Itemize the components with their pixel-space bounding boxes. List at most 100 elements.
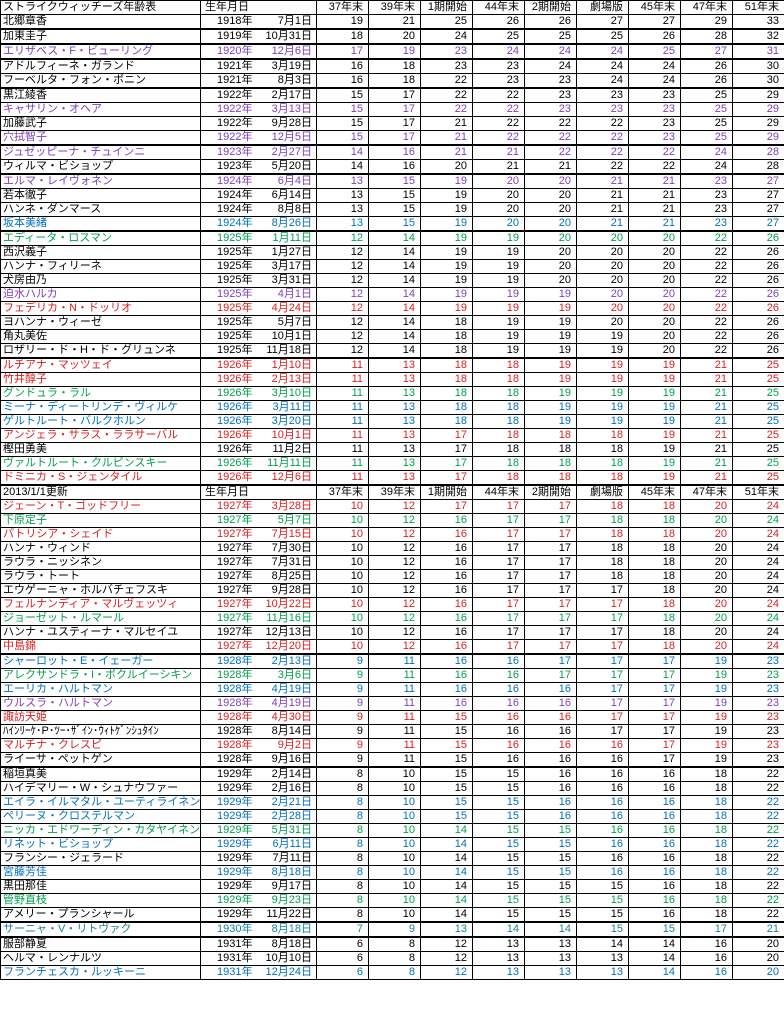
birthdate-cell[interactable]: 1922年 2月17日 — [200, 87, 317, 103]
age-cell[interactable]: 22 — [472, 102, 525, 117]
age-cell[interactable]: 16 — [524, 795, 577, 810]
age-cell[interactable]: 15 — [420, 809, 473, 824]
age-cell[interactable]: 17 — [524, 527, 577, 542]
age-cell[interactable]: 18 — [680, 879, 733, 894]
age-cell[interactable]: 15 — [368, 188, 421, 203]
age-cell[interactable]: 15 — [524, 879, 577, 894]
age-cell[interactable]: 17 — [628, 724, 681, 739]
age-cell[interactable]: 24 — [680, 144, 733, 160]
age-cell[interactable]: 24 — [576, 73, 629, 89]
age-cell[interactable]: 23 — [732, 653, 784, 669]
birthdate-cell[interactable]: 1926年 3月20日 — [200, 414, 317, 429]
age-cell[interactable]: 15 — [576, 893, 629, 908]
age-cell[interactable]: 24 — [524, 43, 577, 60]
birthdate-cell[interactable]: 1927年 12月13日 — [200, 625, 317, 640]
age-cell[interactable]: 9 — [316, 653, 369, 669]
age-cell[interactable]: 11 — [368, 724, 421, 739]
age-cell[interactable]: 21 — [680, 414, 733, 429]
age-cell[interactable]: 12 — [368, 499, 421, 514]
age-cell[interactable]: 18 — [628, 541, 681, 556]
age-cell[interactable]: 19 — [680, 710, 733, 725]
birthdate-cell[interactable]: 1929年 9月23日 — [200, 893, 317, 908]
age-cell[interactable]: 11 — [316, 470, 369, 486]
age-cell[interactable]: 15 — [576, 879, 629, 894]
age-cell[interactable]: 16 — [628, 837, 681, 852]
age-cell[interactable]: 16 — [524, 696, 577, 711]
age-cell[interactable]: 12 — [316, 343, 369, 359]
age-cell[interactable]: 22 — [732, 823, 784, 838]
age-cell[interactable]: 6 — [316, 951, 369, 966]
age-cell[interactable]: 19 — [680, 752, 733, 768]
age-cell[interactable]: 23 — [472, 58, 525, 74]
column-header[interactable]: 51年末 — [732, 0, 784, 15]
age-cell[interactable]: 16 — [316, 73, 369, 89]
age-cell[interactable]: 21 — [576, 216, 629, 232]
name-cell[interactable]: アレクサンドラ・I・ポクルイーシキン — [0, 668, 201, 683]
age-cell[interactable]: 26 — [732, 329, 784, 344]
age-cell[interactable]: 14 — [576, 936, 629, 952]
birthdate-cell[interactable]: 1925年 3月17日 — [200, 259, 317, 274]
age-cell[interactable]: 20 — [524, 259, 577, 274]
name-cell[interactable]: フェデリカ・N・ドッリオ — [0, 301, 201, 316]
name-cell[interactable]: 稲垣真美 — [0, 766, 201, 782]
age-cell[interactable]: 10 — [368, 837, 421, 852]
column-header[interactable]: 37年末 — [316, 484, 369, 500]
age-cell[interactable]: 19 — [420, 173, 473, 189]
age-cell[interactable]: 11 — [316, 400, 369, 415]
age-cell[interactable]: 9 — [316, 696, 369, 711]
name-cell[interactable]: ニッカ・エドワーディン・カタヤイネン — [0, 823, 201, 838]
age-cell[interactable]: 7 — [316, 921, 369, 938]
age-cell[interactable]: 12 — [420, 951, 473, 966]
age-cell[interactable]: 10 — [316, 541, 369, 556]
name-cell[interactable]: エルマ・レイヴォネン — [0, 173, 201, 189]
age-cell[interactable]: 19 — [524, 372, 577, 387]
name-cell[interactable]: フェルナンディア・マルヴェッツィ — [0, 597, 201, 612]
age-cell[interactable]: 20 — [524, 188, 577, 203]
age-cell[interactable]: 15 — [472, 781, 525, 796]
name-cell[interactable]: 下原定子 — [0, 513, 201, 528]
age-cell[interactable]: 21 — [680, 386, 733, 401]
age-cell[interactable]: 15 — [472, 823, 525, 838]
age-cell[interactable]: 18 — [628, 611, 681, 626]
age-cell[interactable]: 24 — [576, 58, 629, 74]
age-cell[interactable]: 17 — [368, 130, 421, 146]
name-cell[interactable]: ルチアナ・マッツェイ — [0, 357, 201, 373]
age-cell[interactable]: 18 — [576, 499, 629, 514]
age-cell[interactable]: 18 — [368, 58, 421, 74]
age-cell[interactable]: 20 — [576, 315, 629, 330]
age-cell[interactable]: 20 — [680, 597, 733, 612]
age-cell[interactable]: 19 — [420, 202, 473, 217]
age-cell[interactable]: 15 — [420, 710, 473, 725]
age-cell[interactable]: 18 — [628, 639, 681, 655]
birthdate-cell[interactable]: 1927年 8月25日 — [200, 569, 317, 584]
age-cell[interactable]: 19 — [628, 386, 681, 401]
age-cell[interactable]: 27 — [628, 14, 681, 30]
age-cell[interactable]: 27 — [576, 14, 629, 30]
birthdate-cell[interactable]: 1925年 4月1日 — [200, 287, 317, 302]
age-cell[interactable]: 17 — [524, 541, 577, 556]
age-cell[interactable]: 16 — [524, 724, 577, 739]
age-cell[interactable]: 19 — [420, 259, 473, 274]
age-cell[interactable]: 17 — [524, 569, 577, 584]
age-cell[interactable]: 21 — [628, 173, 681, 189]
age-cell[interactable]: 16 — [420, 555, 473, 570]
birthdate-cell[interactable]: 1928年 8月14日 — [200, 724, 317, 739]
age-cell[interactable]: 9 — [316, 738, 369, 753]
age-cell[interactable]: 18 — [472, 357, 525, 373]
age-cell[interactable]: 21 — [576, 202, 629, 217]
name-cell[interactable]: リネット・ビショップ — [0, 837, 201, 852]
age-cell[interactable]: 16 — [420, 653, 473, 669]
name-cell[interactable]: ジュゼッピーナ・チュインニ — [0, 144, 201, 160]
name-cell[interactable]: 服部静夏 — [0, 936, 201, 952]
birthdate-cell[interactable]: 1919年 10月31日 — [200, 28, 317, 45]
age-cell[interactable]: 18 — [472, 372, 525, 387]
age-cell[interactable]: 10 — [368, 851, 421, 866]
age-cell[interactable]: 15 — [368, 216, 421, 232]
age-cell[interactable]: 22 — [576, 130, 629, 146]
age-cell[interactable]: 19 — [472, 329, 525, 344]
age-cell[interactable]: 16 — [420, 569, 473, 584]
age-cell[interactable]: 13 — [316, 216, 369, 232]
age-cell[interactable]: 23 — [472, 73, 525, 89]
age-cell[interactable]: 12 — [420, 936, 473, 952]
age-cell[interactable]: 18 — [420, 372, 473, 387]
